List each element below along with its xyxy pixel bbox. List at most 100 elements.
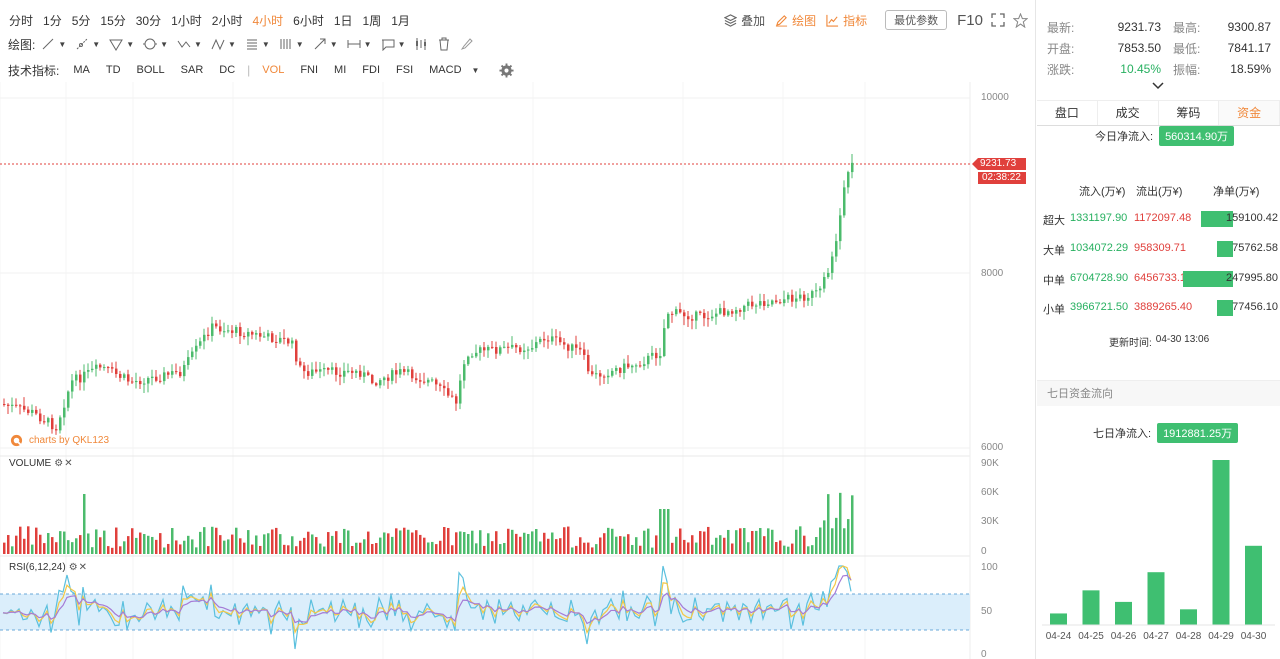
timeframe-2[interactable]: 5分	[71, 13, 91, 28]
candle-body	[139, 380, 142, 385]
seven-day-title: 七日资金流向	[1037, 380, 1280, 406]
indicator-mi[interactable]: MI	[334, 64, 347, 76]
note-tool[interactable]: ▼	[381, 37, 405, 51]
timeframe-list: 分时 1分 5分 15分 30分 1小时 2小时 4小时 6小时 1日 1周 1月	[0, 12, 415, 29]
volume-bar	[543, 532, 546, 554]
shape-tool[interactable]: ▼	[143, 37, 168, 51]
volume-bar	[163, 547, 166, 554]
timeframe-1[interactable]: 1分	[43, 13, 62, 28]
close-icon[interactable]: ✕	[78, 562, 88, 573]
candle-body	[487, 346, 490, 351]
indicator-dc[interactable]: DC	[219, 64, 236, 76]
volume-bar	[843, 528, 846, 554]
settings-icon[interactable]	[499, 62, 514, 78]
candle-body	[503, 346, 506, 348]
indicator-group-sub: VOL FNI MI FDI FSI MACD	[254, 64, 469, 76]
candle-body	[147, 378, 150, 384]
volume-bar	[783, 545, 786, 554]
candle-body	[51, 418, 54, 430]
volume-bar	[475, 543, 478, 554]
indicator-ma[interactable]: MA	[73, 64, 90, 76]
f10-button[interactable]: F10	[957, 11, 983, 29]
candle-body	[399, 369, 402, 375]
indicator-sar[interactable]: SAR	[180, 64, 204, 76]
timeframe-7[interactable]: 4小时	[252, 13, 284, 28]
update-label: 更新时间:	[1109, 338, 1152, 349]
indicator-fni[interactable]: FNI	[300, 64, 319, 76]
candle-body	[87, 370, 90, 372]
tab-1[interactable]: 成交	[1098, 101, 1159, 125]
indicator-fdi[interactable]: FDI	[362, 64, 381, 76]
tab-3[interactable]: 资金	[1219, 101, 1280, 125]
chevron-down-icon: ▼	[126, 39, 135, 49]
pattern-tool[interactable]: ▼	[211, 37, 236, 51]
timeframe-5[interactable]: 1小时	[171, 13, 202, 28]
overlay-label: 叠加	[741, 13, 766, 28]
tab-0[interactable]: 盘口	[1037, 101, 1098, 125]
candle-body	[363, 372, 366, 377]
candle-body	[255, 333, 258, 335]
volume-bar	[463, 532, 466, 554]
candle-body	[135, 380, 138, 383]
indicator-td[interactable]: TD	[105, 64, 121, 76]
timeframe-0[interactable]: 分时	[9, 13, 34, 28]
candle-body	[627, 363, 630, 368]
volume-bar	[395, 528, 398, 554]
inflow-header: 流入(万¥)	[1079, 186, 1126, 198]
timeframe-11[interactable]: 1月	[391, 13, 410, 28]
indicator-boll[interactable]: BOLL	[136, 64, 165, 76]
expand-chevron-icon[interactable]	[1152, 80, 1164, 94]
timeframe-8[interactable]: 6小时	[293, 13, 324, 28]
best-params-button[interactable]: 最优参数	[885, 10, 948, 30]
chevron-down-icon: ▼	[194, 39, 202, 49]
timeframe-6[interactable]: 2小时	[211, 13, 243, 28]
gear-icon[interactable]: ⚙	[54, 458, 64, 469]
chevron-down-icon[interactable]: ▼	[471, 65, 480, 75]
candle-body	[207, 334, 210, 336]
draw-button[interactable]: 绘图	[775, 12, 816, 29]
close-icon[interactable]: ✕	[64, 458, 73, 469]
wave-tool[interactable]: ▼	[177, 37, 202, 51]
overlay-button[interactable]: 叠加	[724, 12, 765, 29]
volume-bar	[635, 537, 638, 554]
indicator-fsi[interactable]: FSI	[396, 64, 414, 76]
volume-bar	[815, 537, 818, 554]
volume-bar	[839, 492, 842, 554]
delete-tool[interactable]	[437, 37, 451, 51]
volume-bar	[107, 546, 110, 554]
timeframe-10[interactable]: 1周	[362, 13, 382, 28]
gann-tool[interactable]: ▼	[279, 37, 304, 51]
timeframe-9[interactable]: 1日	[333, 13, 353, 28]
tab-2[interactable]: 筹码	[1159, 101, 1220, 125]
candle-tool[interactable]	[414, 37, 428, 51]
indicator-macd[interactable]: MACD	[429, 64, 462, 76]
seven-day-bar-chart: 04-24 04-25 04-26 04-27 04-28 04-29 04-30	[1042, 460, 1275, 642]
candlestick-chart[interactable]	[0, 82, 1036, 659]
eraser-tool[interactable]	[460, 37, 474, 51]
volume-bar	[319, 543, 322, 554]
arrow-tool[interactable]: ▼	[313, 37, 338, 51]
gear-icon[interactable]: ⚙	[68, 562, 78, 573]
indicator-vol[interactable]: VOL	[262, 64, 285, 76]
volume-bar	[443, 527, 446, 554]
candle-body	[379, 380, 382, 386]
change-value: 10.45%	[1120, 62, 1161, 76]
market-info-panel: 最新: 9231.73 最高: 9300.87 开盘: 7853.50 最低: …	[1037, 0, 1280, 659]
line-tool[interactable]: ▼	[41, 37, 66, 51]
candle-body	[367, 372, 370, 375]
fib-tool[interactable]: ▼	[245, 37, 270, 51]
star-icon[interactable]	[1013, 12, 1028, 28]
fullscreen-icon[interactable]	[991, 13, 1005, 27]
timeframe-4[interactable]: 30分	[135, 13, 162, 28]
volume-bar	[243, 542, 246, 554]
channel-tool[interactable]: ▼	[109, 37, 134, 51]
volume-bar	[495, 531, 498, 554]
volume-bar	[679, 528, 682, 554]
indicator-button[interactable]: 指标	[826, 12, 867, 29]
ray-tool[interactable]: ▼	[75, 37, 100, 51]
seven-day-bar	[1082, 590, 1100, 625]
timeframe-3[interactable]: 15分	[100, 13, 126, 28]
measure-tool[interactable]: ▼	[347, 37, 372, 51]
volume-bar	[615, 536, 618, 554]
candle-body	[79, 374, 82, 383]
